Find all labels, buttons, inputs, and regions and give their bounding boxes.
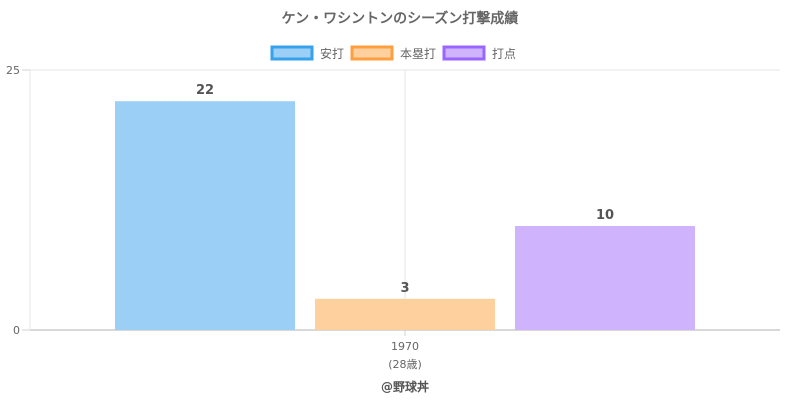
data-labels: 22 3 10: [196, 83, 614, 296]
credit-label: @野球丼: [381, 379, 429, 394]
data-label-1-1: 22: [196, 83, 214, 98]
legend: 安打 本塁打 打点: [270, 45, 516, 61]
legend-swatch-3: [442, 45, 486, 61]
y-tick-label-1: 0: [13, 324, 20, 337]
chart-title: ケン・ワシントンのシーズン打撃成績: [282, 10, 519, 27]
legend-label-1: 安打: [320, 46, 344, 61]
legend-label-3: 打点: [492, 47, 516, 61]
bar-3-1: [515, 226, 695, 330]
data-label-2-1: 3: [400, 281, 409, 296]
legend-swatch-1: [270, 45, 314, 61]
y-tick-label-2: 25: [6, 64, 20, 77]
bar-2-1: [315, 298, 495, 330]
x-tick-sublabel-1: (28歳): [388, 358, 422, 371]
bars: [115, 101, 695, 330]
legend-swatch-2: [350, 45, 394, 61]
legend-label-2: 本塁打: [400, 47, 436, 61]
data-label-3-1: 10: [596, 208, 614, 223]
x-tick-label-1: 1970: [391, 340, 419, 353]
bar-1-1: [115, 101, 295, 330]
